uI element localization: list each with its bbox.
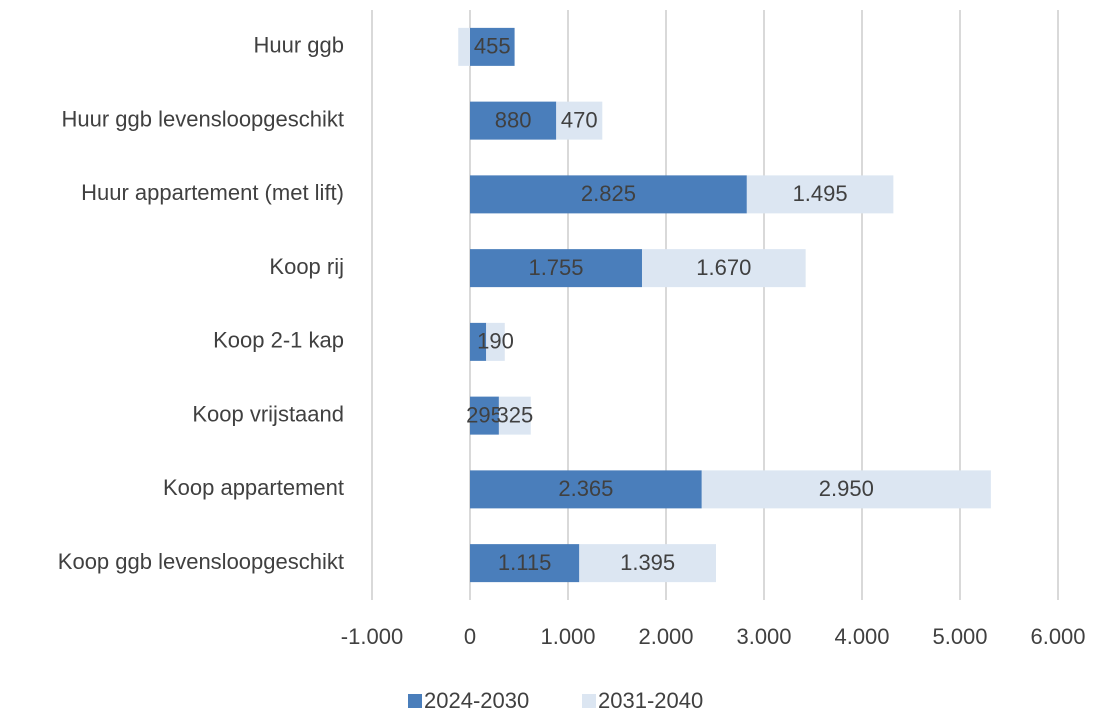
data-label: 1.495 [793,181,848,206]
bar-segment [470,101,557,140]
x-tick-label: 2.000 [638,624,693,649]
data-label: 1.395 [620,550,675,575]
bar-segment [701,470,991,509]
legend-label: 2024-2030 [424,688,529,713]
y-tick-label: Huur ggb levensloopgeschikt [61,106,344,131]
x-tick-label: 1.000 [540,624,595,649]
bar-segment [486,322,505,361]
y-tick-label: Huur ggb [253,33,344,58]
data-label: 880 [495,107,532,132]
x-tick-label: -1.000 [341,624,403,649]
y-tick-label: Koop appartement [163,475,344,500]
bar-segment [470,470,702,509]
x-tick-label: 3.000 [736,624,791,649]
data-label: 470 [561,107,598,132]
bar-segment [458,27,470,66]
bar-segment [746,175,894,214]
data-label: 2.950 [819,476,874,501]
y-tick-label: Koop ggb levensloopgeschikt [58,549,344,574]
data-label: 2.825 [581,181,636,206]
bar-segment [470,27,515,66]
data-label: 1.755 [528,255,583,280]
y-tick-label: Koop vrijstaand [192,401,344,426]
data-label: 1.115 [498,550,551,575]
data-label: 325 [496,402,533,427]
data-label: 295 [466,402,503,427]
legend-label: 2031-2040 [598,688,703,713]
bar-segment [579,544,716,583]
y-tick-label: Koop 2-1 kap [213,328,344,353]
y-tick-label: Koop rij [269,254,344,279]
data-label: 2.365 [558,476,613,501]
data-label: 455 [474,34,511,59]
bar-segment [641,249,806,288]
x-tick-label: 5.000 [932,624,987,649]
data-label: 190 [477,329,514,354]
bar-segment [470,544,580,583]
bar-segment [498,396,531,435]
data-label: 1.670 [696,255,751,280]
x-tick-label: 4.000 [834,624,889,649]
bar-segment [470,249,642,288]
y-tick-label: Huur appartement (met lift) [81,180,344,205]
x-tick-label: 6.000 [1030,624,1085,649]
bar-segment [470,322,487,361]
bar-segment [470,396,499,435]
bar-segment [556,101,603,140]
x-tick-label: 0 [464,624,476,649]
legend-swatch [582,694,596,708]
bar-segment [470,175,747,214]
legend-swatch [408,694,422,708]
